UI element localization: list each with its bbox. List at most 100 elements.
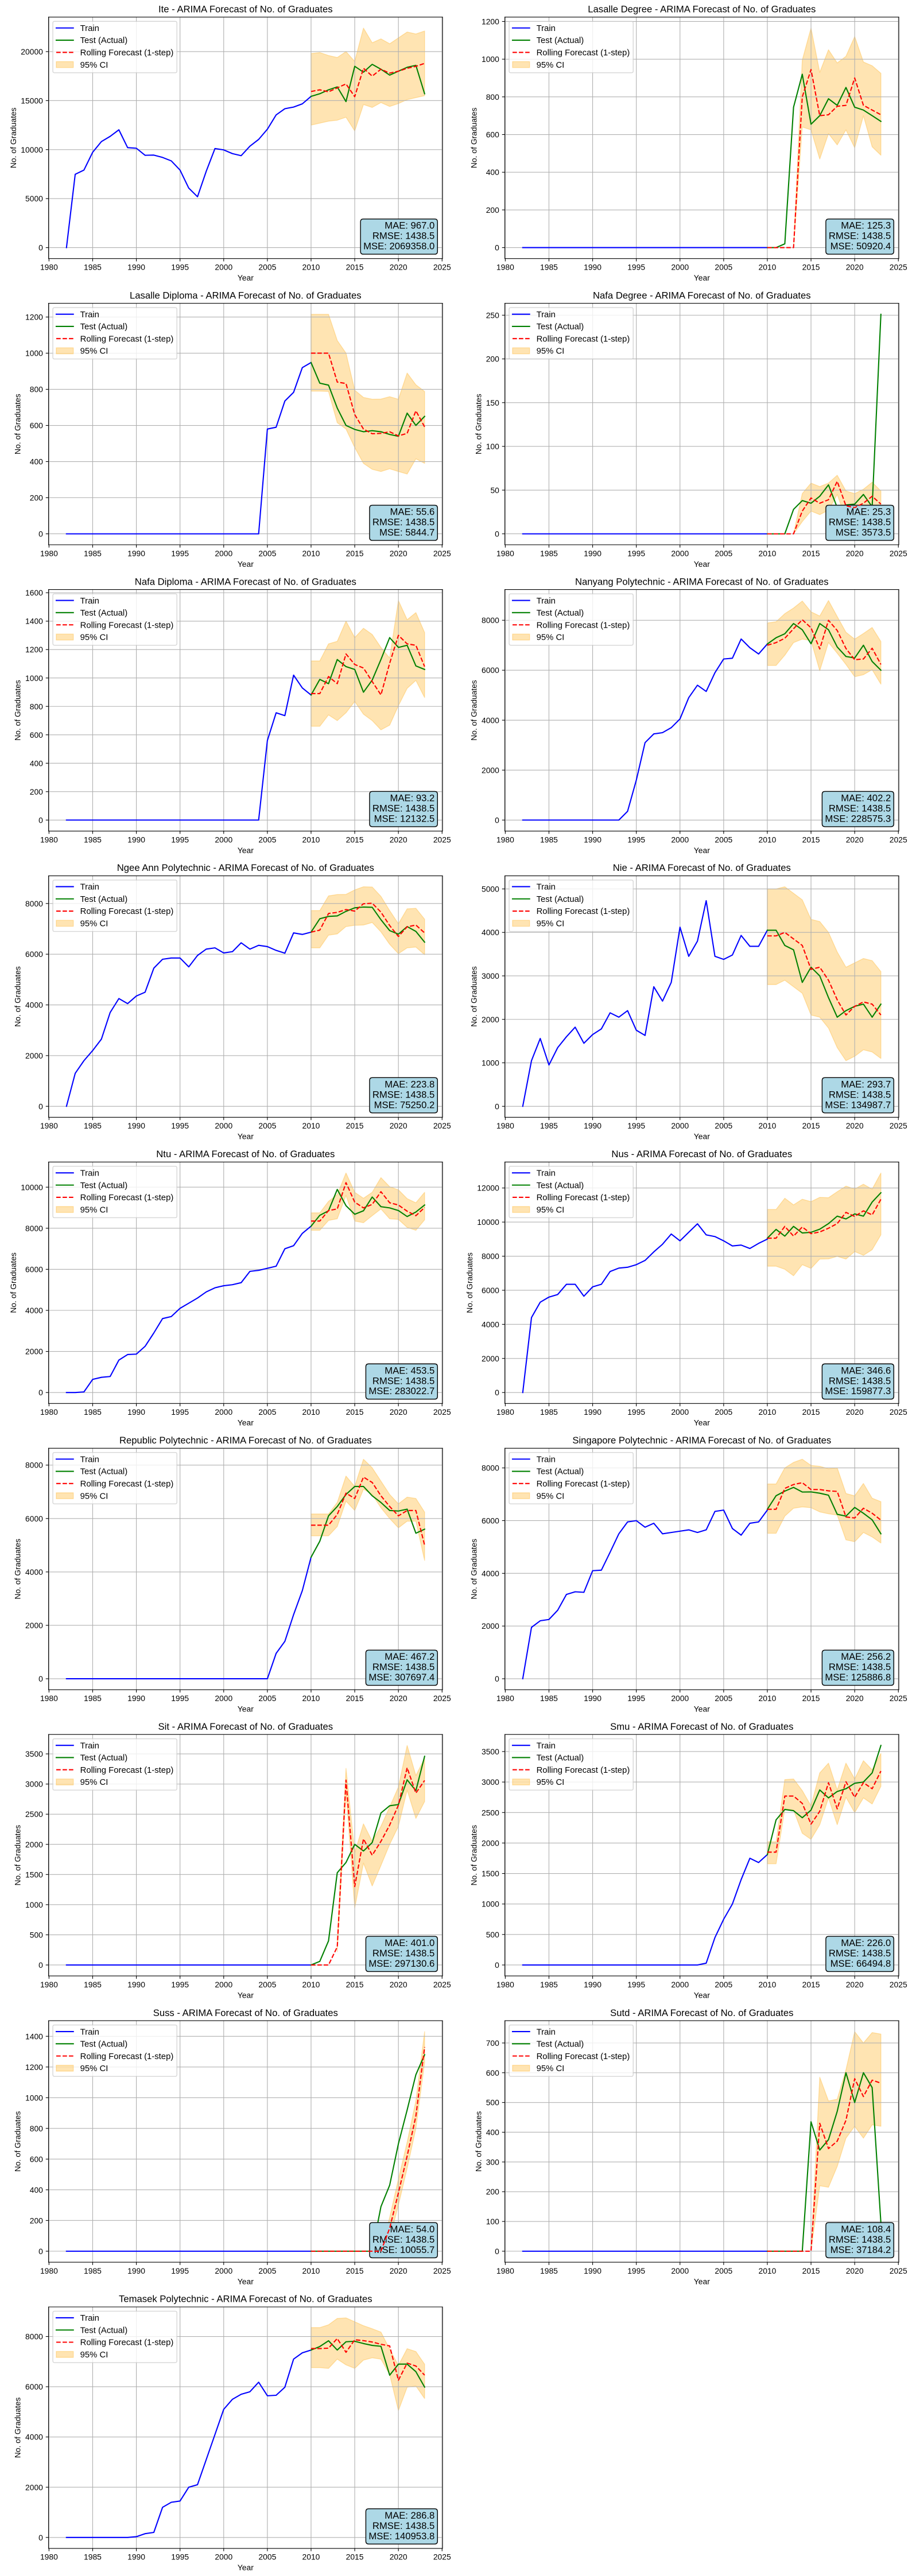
svg-text:RMSE: 1438.5: RMSE: 1438.5 [372, 231, 434, 242]
svg-text:1995: 1995 [627, 1980, 645, 1989]
svg-text:95% CI: 95% CI [537, 920, 565, 929]
svg-text:Nafa Degree - ARIMA Forecast o: Nafa Degree - ARIMA Forecast of No. of G… [593, 290, 811, 301]
svg-text:95% CI: 95% CI [537, 347, 565, 356]
svg-text:RMSE: 1438.5: RMSE: 1438.5 [829, 517, 891, 528]
svg-text:Lasalle Diploma - ARIMA Foreca: Lasalle Diploma - ARIMA Forecast of No. … [130, 290, 362, 301]
svg-text:95% CI: 95% CI [80, 347, 108, 356]
svg-text:1990: 1990 [584, 548, 601, 558]
svg-text:No. of Graduates: No. of Graduates [474, 2111, 483, 2172]
svg-text:Train: Train [537, 310, 556, 320]
svg-text:MAE: 293.7: MAE: 293.7 [841, 1079, 891, 1089]
svg-text:2005: 2005 [258, 1407, 276, 1417]
svg-text:2000: 2000 [482, 1838, 499, 1847]
svg-text:Ite - ARIMA Forecast of No. of: Ite - ARIMA Forecast of No. of Graduates [158, 3, 333, 14]
svg-text:0: 0 [38, 2247, 43, 2256]
svg-text:2020: 2020 [846, 1694, 864, 1703]
svg-text:4000: 4000 [482, 928, 499, 937]
svg-text:2010: 2010 [759, 2266, 777, 2275]
svg-text:6000: 6000 [25, 950, 43, 959]
svg-text:95% CI: 95% CI [537, 61, 565, 70]
svg-text:2015: 2015 [346, 1407, 364, 1417]
svg-text:2025: 2025 [890, 835, 907, 844]
svg-text:1980: 1980 [496, 1121, 514, 1130]
svg-text:2005: 2005 [715, 2266, 732, 2275]
svg-text:1995: 1995 [171, 1980, 189, 1989]
svg-text:RMSE: 1438.5: RMSE: 1438.5 [829, 803, 891, 814]
svg-text:95% CI: 95% CI [80, 2351, 108, 2360]
svg-text:Test (Actual): Test (Actual) [537, 322, 584, 332]
svg-text:2010: 2010 [759, 1121, 777, 1130]
svg-text:8000: 8000 [25, 899, 43, 908]
svg-text:1200: 1200 [25, 313, 43, 322]
svg-text:2005: 2005 [258, 263, 276, 272]
svg-text:1995: 1995 [171, 835, 189, 844]
svg-text:2000: 2000 [215, 835, 232, 844]
svg-text:2005: 2005 [715, 1121, 732, 1130]
svg-text:5000: 5000 [482, 884, 499, 893]
svg-text:2000: 2000 [482, 1621, 499, 1631]
svg-text:2020: 2020 [390, 835, 408, 844]
svg-text:MSE: 297130.6: MSE: 297130.6 [368, 1958, 434, 1969]
svg-text:2010: 2010 [302, 1121, 320, 1130]
svg-text:2000: 2000 [482, 1015, 499, 1024]
svg-text:1990: 1990 [584, 263, 601, 272]
svg-text:2020: 2020 [846, 2266, 864, 2275]
svg-text:Temasek Polytechnic - ARIMA Fo: Temasek Polytechnic - ARIMA Forecast of … [119, 2294, 372, 2305]
svg-text:1985: 1985 [84, 2552, 102, 2562]
svg-text:2015: 2015 [802, 2266, 820, 2275]
svg-text:2015: 2015 [346, 2266, 364, 2275]
svg-text:2010: 2010 [759, 1407, 777, 1417]
svg-text:600: 600 [486, 130, 499, 139]
svg-text:Rolling Forecast (1-step): Rolling Forecast (1-step) [537, 1766, 630, 1775]
svg-text:1985: 1985 [540, 1407, 558, 1417]
svg-text:MAE: 286.8: MAE: 286.8 [385, 2510, 434, 2521]
svg-text:2025: 2025 [433, 548, 451, 558]
svg-text:2020: 2020 [390, 263, 408, 272]
svg-text:MAE: 108.4: MAE: 108.4 [841, 2224, 891, 2235]
svg-text:1980: 1980 [496, 1694, 514, 1703]
svg-text:1980: 1980 [496, 548, 514, 558]
svg-text:8000: 8000 [25, 1224, 43, 1233]
svg-text:Train: Train [537, 24, 556, 33]
svg-text:Train: Train [537, 597, 556, 606]
svg-text:MAE: 402.2: MAE: 402.2 [841, 793, 891, 804]
svg-text:1985: 1985 [84, 1694, 102, 1703]
svg-text:5000: 5000 [25, 194, 43, 203]
svg-text:MSE: 2069358.0: MSE: 2069358.0 [363, 241, 434, 252]
svg-text:No. of Graduates: No. of Graduates [13, 2111, 22, 2172]
svg-text:2020: 2020 [390, 2266, 408, 2275]
svg-text:400: 400 [30, 457, 43, 466]
svg-text:1980: 1980 [496, 2266, 514, 2275]
svg-text:0: 0 [38, 2533, 43, 2542]
svg-text:2025: 2025 [890, 1407, 907, 1417]
svg-text:RMSE: 1438.5: RMSE: 1438.5 [372, 1375, 434, 1386]
svg-text:2015: 2015 [346, 1121, 364, 1130]
svg-text:0: 0 [38, 1960, 43, 1970]
svg-text:No. of Graduates: No. of Graduates [9, 107, 18, 168]
svg-text:MAE: 226.0: MAE: 226.0 [841, 1937, 891, 1948]
svg-text:2000: 2000 [671, 548, 689, 558]
svg-text:Rolling Forecast (1-step): Rolling Forecast (1-step) [80, 907, 174, 916]
svg-text:Test (Actual): Test (Actual) [80, 609, 128, 618]
svg-text:2025: 2025 [890, 1694, 907, 1703]
svg-text:1990: 1990 [127, 1407, 145, 1417]
svg-text:1980: 1980 [40, 1694, 58, 1703]
svg-text:95% CI: 95% CI [80, 1492, 108, 1501]
svg-text:200: 200 [486, 205, 499, 215]
svg-text:Rolling Forecast (1-step): Rolling Forecast (1-step) [80, 334, 174, 344]
svg-text:1980: 1980 [40, 1121, 58, 1130]
svg-text:1995: 1995 [171, 548, 189, 558]
svg-text:Test (Actual): Test (Actual) [80, 2326, 128, 2335]
svg-text:500: 500 [486, 1930, 499, 1939]
svg-text:200: 200 [30, 493, 43, 503]
svg-text:Year: Year [238, 559, 254, 569]
svg-text:1995: 1995 [171, 1694, 189, 1703]
svg-text:400: 400 [486, 2128, 499, 2137]
svg-text:1500: 1500 [482, 1869, 499, 1878]
svg-text:MAE: 54.0: MAE: 54.0 [390, 2224, 434, 2235]
svg-text:Nus - ARIMA Forecast of No. of: Nus - ARIMA Forecast of No. of Graduates [611, 1149, 792, 1159]
svg-text:MAE: 401.0: MAE: 401.0 [385, 1937, 434, 1948]
svg-text:95% CI: 95% CI [80, 1205, 108, 1215]
svg-text:95% CI: 95% CI [80, 61, 108, 70]
svg-text:2000: 2000 [25, 1840, 43, 1849]
